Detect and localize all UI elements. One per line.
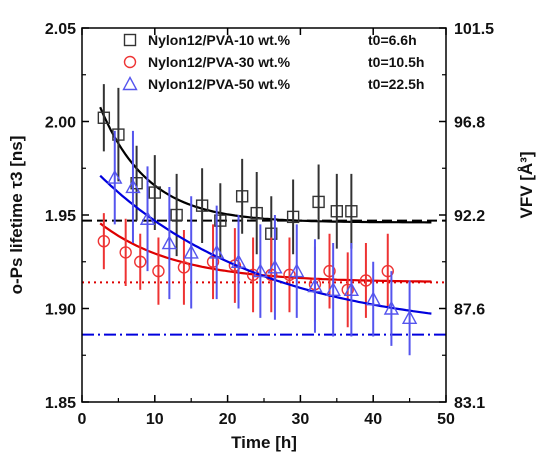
y-tick-label-left: 1.90 [45, 302, 76, 319]
data-point [97, 234, 111, 248]
data-point [401, 309, 418, 325]
legend-marker [123, 33, 137, 47]
y-axis-left-title: o-Ps lifetime τ3 [ns] [7, 136, 26, 295]
data-point [183, 244, 199, 259]
data-point [107, 169, 123, 184]
data-point [139, 210, 156, 225]
data-point [206, 255, 220, 268]
data-point [286, 210, 300, 224]
fit-curve [99, 106, 432, 224]
data-point [359, 274, 373, 287]
y-tick-label-left: 1.85 [45, 395, 76, 412]
data-point [97, 111, 111, 124]
legend-label: Nylon12/PVA-10 wt.% [148, 32, 291, 48]
data-point [289, 263, 305, 278]
data-point [307, 278, 323, 293]
legend-label: Nylon12/PVA-50 wt.% [148, 76, 291, 92]
data-point [267, 259, 283, 274]
legend-label: Nylon12/PVA-30 wt.% [148, 54, 291, 70]
x-tick-label: 20 [219, 411, 237, 428]
x-tick-label: 0 [78, 411, 87, 428]
x-tick-label: 10 [146, 411, 164, 428]
ticks-layer: 0 10 20 30 40 50 1.85 83.1 1.90 87.6 1.95 92.2 2.00 9… [45, 21, 494, 428]
data-point [343, 281, 360, 296]
data-point [152, 264, 165, 278]
data-point [230, 253, 247, 268]
x-axis-title: Time [h] [231, 433, 297, 452]
legend-marker [122, 76, 138, 91]
data-point [209, 244, 225, 259]
data-point [345, 205, 358, 218]
legend-marker [123, 55, 137, 69]
y-tick-label-right: 83.1 [454, 395, 485, 412]
data-point [365, 291, 381, 306]
data-point [312, 195, 325, 209]
data-point [214, 214, 227, 227]
x-tick-label: 50 [437, 411, 455, 428]
data-point [283, 268, 296, 282]
series-layer [82, 84, 446, 356]
data-point [325, 281, 341, 296]
y-tick-label-right: 87.6 [454, 302, 485, 319]
series-1 [82, 84, 446, 272]
data-point [235, 190, 249, 203]
series-3 [82, 130, 446, 356]
legend-t0-label: t0=6.6h [368, 32, 417, 48]
y-tick-label-right: 101.5 [454, 21, 494, 38]
data-point [250, 206, 263, 220]
y-tick-label-right: 96.8 [454, 115, 485, 132]
y-axis-right-title: VFV [Å³] [517, 151, 536, 218]
data-point [195, 199, 209, 212]
data-point [323, 264, 336, 278]
legend: Nylon12/PVA-10 wt.% t0=6.6h Nylon12/PVA-30… [122, 32, 424, 92]
x-tick-label: 30 [292, 411, 310, 428]
data-point [161, 235, 178, 250]
data-point [148, 186, 162, 199]
x-tick-label: 40 [364, 411, 382, 428]
data-point [177, 261, 191, 274]
data-point [330, 205, 343, 218]
data-point [170, 208, 183, 222]
data-point [134, 255, 147, 268]
legend-t0-label: t0=10.5h [368, 54, 424, 70]
data-point [112, 128, 125, 141]
data-point [125, 178, 141, 194]
data-point [252, 263, 269, 278]
y-tick-label-left: 2.00 [45, 115, 76, 132]
data-point [228, 259, 242, 272]
data-point [119, 246, 132, 259]
legend-t0-label: t0=22.5h [368, 76, 424, 92]
y-tick-label-right: 92.2 [454, 208, 485, 225]
data-point [383, 300, 400, 315]
y-tick-label-left: 1.95 [45, 208, 76, 225]
data-point [381, 264, 394, 278]
y-tick-label-left: 2.05 [45, 21, 76, 38]
